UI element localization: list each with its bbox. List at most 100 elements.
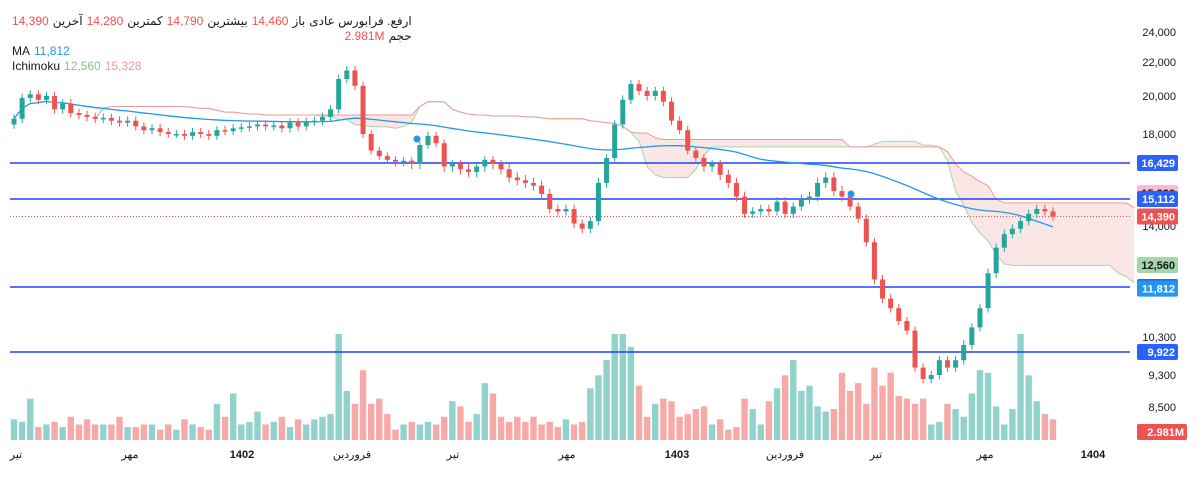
- candle-body: [417, 145, 423, 164]
- candle-body: [328, 109, 334, 117]
- y-tick-label: 22,000: [1142, 57, 1176, 69]
- volume-bar: [1025, 375, 1032, 440]
- x-tick-label: فروردین: [333, 449, 371, 461]
- volume-bar: [1041, 414, 1049, 440]
- legend-symbol[interactable]: ارفع. فرابورس عادی: [309, 14, 412, 28]
- volume-bar: [505, 421, 513, 440]
- cloud-segment: [1012, 202, 1021, 266]
- candle-body: [595, 182, 601, 222]
- volume-bar: [205, 429, 213, 440]
- candle-body: [125, 120, 131, 123]
- volume-bar: [221, 416, 229, 440]
- volume-bar: [59, 427, 66, 440]
- candle-body: [514, 177, 520, 181]
- legend-ma-row[interactable]: MA 11,812: [12, 44, 412, 59]
- volume-bar: [854, 383, 862, 440]
- volume-bar: [660, 398, 667, 440]
- volume-bar: [773, 388, 781, 440]
- candle-body: [409, 160, 415, 164]
- candle-body: [279, 125, 285, 129]
- cloud-segment: [663, 139, 672, 178]
- cloud-segment: [817, 139, 826, 147]
- volume-bar: [262, 424, 269, 440]
- volume-bar: [449, 401, 456, 440]
- candle-body: [863, 218, 869, 243]
- horizontal-levels: [10, 162, 1130, 353]
- candle-body: [368, 134, 374, 151]
- candle-body: [1018, 221, 1024, 229]
- candle-body: [587, 221, 593, 229]
- volume-bar: [156, 429, 164, 440]
- volume-bar: [67, 416, 75, 440]
- volume-bar: [822, 411, 829, 440]
- volume-bar: [100, 424, 107, 440]
- volume-bar: [595, 375, 602, 440]
- candle-body: [133, 120, 139, 127]
- volume-bar: [952, 408, 959, 440]
- x-tick-label: مهر: [975, 449, 993, 461]
- volume-bar: [903, 398, 911, 440]
- volume-bar: [83, 419, 91, 440]
- price-badge-label: 16,429: [1141, 158, 1175, 170]
- cloud-segment: [720, 139, 729, 147]
- volume-bar: [757, 424, 764, 440]
- cloud-segment: [1126, 202, 1135, 283]
- volume-bar: [481, 383, 488, 440]
- alert-markers: [413, 135, 855, 198]
- legend-low-value: 14,280: [86, 14, 124, 28]
- legend-ichimoku-row[interactable]: Ichimoku 12,560 15,328: [12, 59, 412, 74]
- candle-body: [271, 125, 277, 127]
- y-tick-label: 8,500: [1148, 402, 1176, 414]
- price-badge: [1137, 191, 1178, 207]
- cloud-segment: [403, 115, 412, 127]
- volume-bar: [359, 370, 367, 440]
- candle-body: [263, 124, 269, 127]
- volume-bar: [546, 421, 553, 440]
- legend-volume-row[interactable]: حجم 2.981M: [12, 29, 412, 44]
- candle-body: [352, 70, 358, 86]
- candle-body: [206, 134, 212, 136]
- volume-bar: [10, 419, 18, 440]
- volume-bars: [10, 334, 1057, 440]
- candle-body: [490, 159, 496, 164]
- candle-body: [798, 199, 804, 207]
- volume-bar: [1049, 419, 1057, 440]
- volume-bar: [148, 424, 156, 440]
- cloud-segment: [882, 141, 891, 147]
- cloud-segment: [728, 139, 737, 147]
- volume-bar: [846, 390, 854, 440]
- legend: ارفع. فرابورس عادی باز 14,460 بیشترین 14…: [12, 14, 412, 74]
- x-tick-label: 1403: [665, 449, 689, 461]
- volume-bar: [838, 372, 846, 440]
- candle-body: [547, 193, 553, 210]
- volume-bar: [432, 424, 440, 440]
- volume-bar: [587, 388, 594, 440]
- candle-body: [474, 166, 480, 172]
- volume-bar: [619, 334, 626, 440]
- cloud-segment: [752, 139, 761, 147]
- candle-body: [522, 180, 528, 183]
- legend-volume-value: 2.981M: [344, 29, 385, 43]
- candle-body: [912, 330, 918, 368]
- candle-body: [1050, 211, 1056, 217]
- candle-body: [725, 174, 731, 183]
- volume-bar: [140, 424, 148, 440]
- candle-body: [360, 85, 366, 134]
- volume-bar: [895, 396, 902, 440]
- legend-volume-label: حجم: [388, 29, 412, 43]
- volume-bar: [1033, 401, 1040, 440]
- volume-bar: [530, 416, 537, 440]
- volume-badge: [1137, 424, 1187, 440]
- candle-body: [847, 196, 853, 207]
- candle-body: [774, 201, 780, 212]
- alert-dot: [413, 135, 421, 143]
- cloud-segment: [1077, 202, 1086, 266]
- volume-bar: [603, 359, 610, 440]
- volume-bar: [911, 403, 919, 440]
- candle-body: [165, 132, 171, 134]
- volume-bar: [489, 393, 497, 440]
- cloud-segment: [1109, 202, 1118, 274]
- cloud-segment: [988, 185, 997, 255]
- time-axis[interactable]: تیر مهر 1402 فروردین تیر مهر 1403 فروردین تیر مهر…: [9, 449, 1106, 461]
